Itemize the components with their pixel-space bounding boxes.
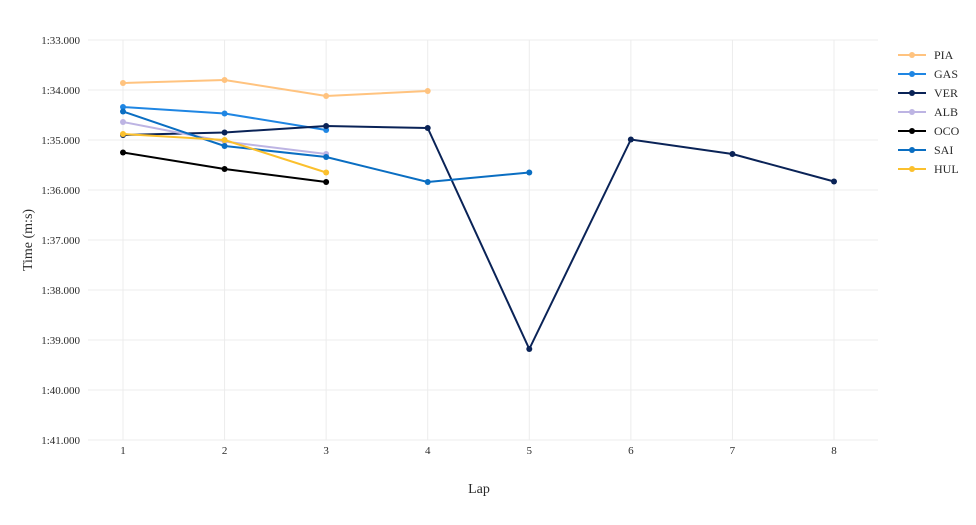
data-point-oco bbox=[120, 149, 126, 156]
legend-label: SAI bbox=[934, 143, 953, 157]
x-tick-label: 8 bbox=[831, 445, 837, 457]
x-tick-label: 1 bbox=[120, 445, 126, 457]
data-point-ver bbox=[831, 178, 837, 185]
legend-label: OCO bbox=[934, 124, 960, 138]
y-axis-ticks: 1:33.000 1:34.000 1:35.000 1:36.000 1:37.000… bbox=[41, 35, 80, 447]
data-point-sai bbox=[424, 179, 431, 185]
data-point-ver bbox=[221, 129, 228, 136]
legend-swatch-marker bbox=[909, 166, 915, 172]
data-point-pia bbox=[120, 80, 126, 86]
data-point-pia bbox=[424, 88, 431, 94]
x-tick-label: 2 bbox=[222, 445, 228, 457]
data-point-hul bbox=[221, 137, 228, 143]
y-tick-label: 1:34.000 bbox=[41, 85, 80, 97]
legend-label: HUL bbox=[934, 162, 959, 176]
x-tick-label: 6 bbox=[628, 445, 634, 457]
y-tick-label: 1:36.000 bbox=[41, 185, 80, 197]
x-tick-label: 3 bbox=[323, 445, 329, 457]
data-point-ver bbox=[526, 346, 533, 352]
legend-item-gas[interactable]: GAS bbox=[898, 67, 958, 81]
x-tick-label: 7 bbox=[730, 445, 736, 457]
grid bbox=[88, 39, 878, 441]
legend-swatch-marker bbox=[909, 90, 915, 96]
data-point-oco bbox=[221, 166, 228, 172]
series-hul bbox=[120, 131, 330, 176]
data-point-sai bbox=[526, 169, 533, 176]
data-point-sai bbox=[120, 108, 126, 115]
data-point-gas bbox=[221, 110, 228, 117]
series-ver bbox=[120, 123, 837, 352]
y-tick-label: 1:41.000 bbox=[41, 435, 80, 447]
data-point-ver bbox=[323, 123, 330, 129]
data-point-gas bbox=[120, 104, 126, 110]
y-tick-label: 1:35.000 bbox=[41, 135, 80, 147]
legend-item-alb[interactable]: ALB bbox=[898, 105, 958, 119]
series-oco bbox=[120, 149, 330, 185]
data-point-sai bbox=[221, 143, 228, 149]
series-pia bbox=[120, 77, 431, 99]
data-point-sai bbox=[323, 154, 330, 160]
legend-swatch-marker bbox=[909, 147, 915, 153]
data-point-pia bbox=[323, 93, 330, 99]
legend-item-ver[interactable]: VER bbox=[898, 86, 958, 100]
data-point-ver bbox=[729, 151, 736, 157]
legend-item-hul[interactable]: HUL bbox=[898, 162, 959, 176]
y-tick-label: 1:37.000 bbox=[41, 235, 80, 247]
legend-swatch-marker bbox=[909, 52, 915, 58]
data-point-alb bbox=[120, 119, 126, 125]
legend-label: ALB bbox=[934, 105, 958, 119]
data-point-ver bbox=[627, 136, 634, 143]
y-tick-label: 1:33.000 bbox=[41, 35, 80, 47]
y-tick-label: 1:39.000 bbox=[41, 335, 80, 347]
y-tick-label: 1:40.000 bbox=[41, 385, 80, 397]
legend-item-pia[interactable]: PIA bbox=[898, 48, 954, 62]
series-line-ver bbox=[122, 125, 835, 350]
data-point-ver bbox=[424, 125, 431, 131]
legend-item-sai[interactable]: SAI bbox=[898, 143, 953, 157]
legend-swatch-marker bbox=[909, 71, 915, 77]
legend-label: PIA bbox=[934, 48, 954, 62]
data-point-pia bbox=[221, 77, 228, 83]
y-tick-label: 1:38.000 bbox=[41, 285, 80, 297]
x-axis-title: Lap bbox=[468, 482, 490, 497]
series-line-pia bbox=[122, 79, 429, 97]
x-tick-label: 5 bbox=[527, 445, 533, 457]
y-axis-title: Time (m:s) bbox=[21, 209, 36, 271]
legend-swatch-marker bbox=[909, 128, 915, 134]
x-axis-ticks: 1 2 3 4 5 6 7 8 bbox=[120, 445, 837, 457]
data-point-hul bbox=[323, 169, 330, 176]
series-sai bbox=[120, 108, 533, 185]
legend-swatch-marker bbox=[909, 109, 915, 115]
data-point-hul bbox=[120, 131, 126, 137]
legend-label: VER bbox=[934, 86, 958, 100]
legend-item-oco[interactable]: OCO bbox=[898, 124, 960, 138]
legend: PIA GAS VER ALB OCO SAI HUL bbox=[898, 48, 960, 176]
series-lines bbox=[120, 77, 837, 352]
x-tick-label: 4 bbox=[425, 445, 431, 457]
data-point-oco bbox=[323, 179, 330, 185]
legend-label: GAS bbox=[934, 67, 958, 81]
